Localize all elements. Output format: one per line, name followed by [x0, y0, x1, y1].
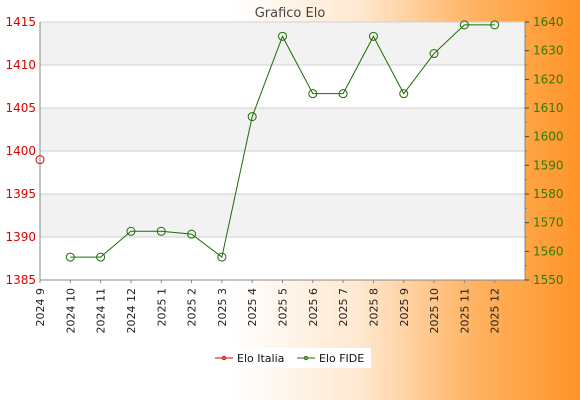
x-tick-label: 2025 7 [337, 288, 350, 327]
right-axis-ticks: 1550 1560 1570 1580 1590 1600 1610 1620 1630 1640 [525, 15, 564, 287]
x-tick-label: 2025 1 [155, 288, 168, 327]
x-tick-label: 2025 3 [216, 288, 229, 327]
plot-band [40, 22, 525, 65]
legend-label-elo-italia: Elo Italia [237, 352, 284, 365]
x-tick-label: 2025 5 [277, 288, 290, 327]
data-point-elo-fide [156, 226, 166, 236]
x-tick-label: 2025 4 [246, 288, 259, 327]
data-point-elo-fide [247, 112, 257, 122]
data-point-elo-fide [459, 20, 469, 30]
series-line-elo-fide [70, 24, 495, 258]
y-right-tick-label: 1630 [533, 44, 564, 58]
x-tick-label: 2025 12 [489, 288, 502, 334]
legend: Elo Italia Elo FIDE [211, 348, 371, 368]
x-tick-label: 2024 10 [64, 288, 77, 334]
plot-band [40, 194, 525, 237]
data-point-elo-fide [338, 89, 348, 99]
y-right-tick-label: 1590 [533, 158, 564, 172]
x-tick-label: 2025 9 [398, 288, 411, 327]
legend-box [211, 348, 371, 368]
y-left-tick-label: 1415 [5, 15, 36, 29]
y-right-tick-label: 1580 [533, 187, 564, 201]
y-left-tick-label: 1400 [5, 144, 36, 158]
y-right-tick-label: 1570 [533, 216, 564, 230]
y-left-tick-label: 1405 [5, 101, 36, 115]
data-point-elo-fide [217, 252, 227, 262]
data-point-elo-fide [65, 252, 75, 262]
left-axis-ticks: 1385 1390 1395 1400 1405 1410 1415 [5, 15, 36, 287]
y-left-tick-label: 1390 [5, 230, 36, 244]
y-right-tick-label: 1560 [533, 244, 564, 258]
x-tick-label: 2025 10 [428, 288, 441, 334]
data-point-elo-fide [96, 252, 106, 262]
x-axis-ticks: 2024 9 2024 10 2024 11 2024 12 2025 1 2025 2 2… [34, 280, 502, 334]
data-point-elo-italia [35, 155, 45, 165]
data-point-elo-fide [429, 49, 439, 59]
y-right-tick-label: 1640 [533, 15, 564, 29]
data-point-elo-fide [278, 31, 287, 41]
y-right-tick-label: 1610 [533, 101, 564, 115]
legend-marker-elo-italia [221, 355, 227, 361]
x-tick-label: 2024 11 [95, 288, 108, 334]
legend-label-elo-fide: Elo FIDE [319, 352, 364, 365]
y-left-tick-label: 1395 [5, 187, 36, 201]
plot-band [40, 108, 525, 151]
series-layer [35, 20, 500, 262]
x-tick-label: 2025 8 [367, 288, 380, 327]
data-point-elo-fide [490, 20, 500, 30]
x-tick-label: 2024 12 [125, 288, 138, 334]
y-right-tick-label: 1550 [533, 273, 564, 287]
data-point-elo-fide [187, 229, 197, 239]
y-left-tick-label: 1385 [5, 273, 36, 287]
data-point-elo-fide [308, 89, 318, 99]
legend-marker-elo-fide [303, 355, 309, 361]
x-tick-label: 2025 11 [458, 288, 471, 334]
data-point-elo-fide [399, 89, 409, 99]
data-point-elo-fide [368, 31, 378, 41]
chart-title: Grafico Elo [255, 6, 326, 21]
y-right-tick-label: 1620 [533, 72, 564, 86]
x-tick-label: 2025 2 [186, 288, 199, 327]
y-right-tick-label: 1600 [533, 130, 564, 144]
y-left-tick-label: 1410 [5, 58, 36, 72]
x-tick-label: 2024 9 [34, 288, 47, 327]
data-point-elo-fide [126, 226, 136, 236]
x-tick-label: 2025 6 [307, 288, 320, 327]
